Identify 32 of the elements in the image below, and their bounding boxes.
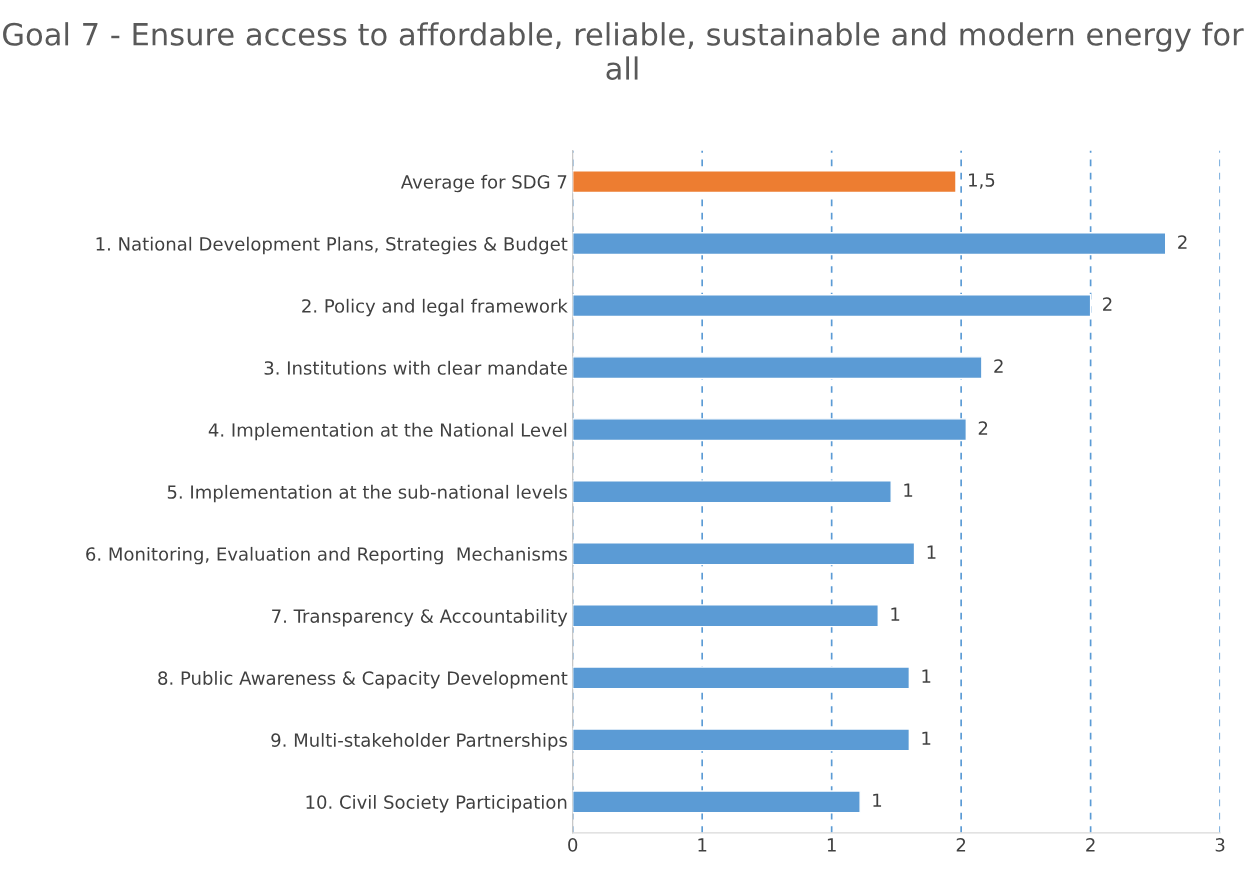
- data-label: 1: [922, 731, 931, 745]
- y-tick-label: 9. Multi-stakeholder Partnerships: [271, 732, 567, 751]
- data-label: 1: [904, 483, 913, 497]
- x-tick-label: 2: [956, 838, 966, 852]
- x-tick-label: 1: [827, 838, 836, 852]
- y-tick-label: 8. Public Awareness & Capacity Development: [158, 670, 568, 689]
- y-tick-label: Average for SDG 7: [400, 174, 567, 193]
- bar: [572, 666, 911, 690]
- data-label: 1,5: [969, 173, 995, 189]
- y-tick-label: 3. Institutions with clear mandate: [264, 360, 567, 375]
- data-label: 1: [922, 669, 931, 683]
- data-label: 2: [978, 421, 988, 435]
- bar: [572, 480, 892, 504]
- data-label: 1: [927, 545, 936, 559]
- y-tick-label: 2. Policy and legal framework: [302, 298, 568, 317]
- bar: [572, 170, 957, 194]
- y-tick-label: 6. Monitoring, Evaluation and Reporting Mechanisms: [86, 546, 567, 565]
- data-label: 2: [1103, 297, 1112, 311]
- data-label: 2: [994, 359, 1003, 373]
- x-tick-label: 1: [698, 838, 707, 852]
- x-tick-label: 2: [1086, 838, 1095, 852]
- x-tick-label: 0: [568, 838, 578, 852]
- y-tick-label: 5. Implementation at the sub-national levels: [167, 484, 567, 503]
- y-tick-label: 4. Implementation at the National Level: [208, 422, 567, 441]
- data-label: 2: [1178, 235, 1187, 249]
- data-label: 1: [891, 607, 900, 621]
- y-tick-label: 10. Civil Society Participation: [306, 794, 567, 813]
- y-tick-label: 1. National Development Plans, Strategies & Budget: [96, 236, 568, 255]
- x-tick-label: 3: [1215, 838, 1225, 852]
- y-tick-label: 7. Transparency & Accountability: [272, 608, 568, 627]
- chart-title: Goal 7 - Ensure access to affordable, reliable, sustainable and modern energy for all: [3, 22, 1244, 81]
- data-label: 1: [873, 793, 882, 807]
